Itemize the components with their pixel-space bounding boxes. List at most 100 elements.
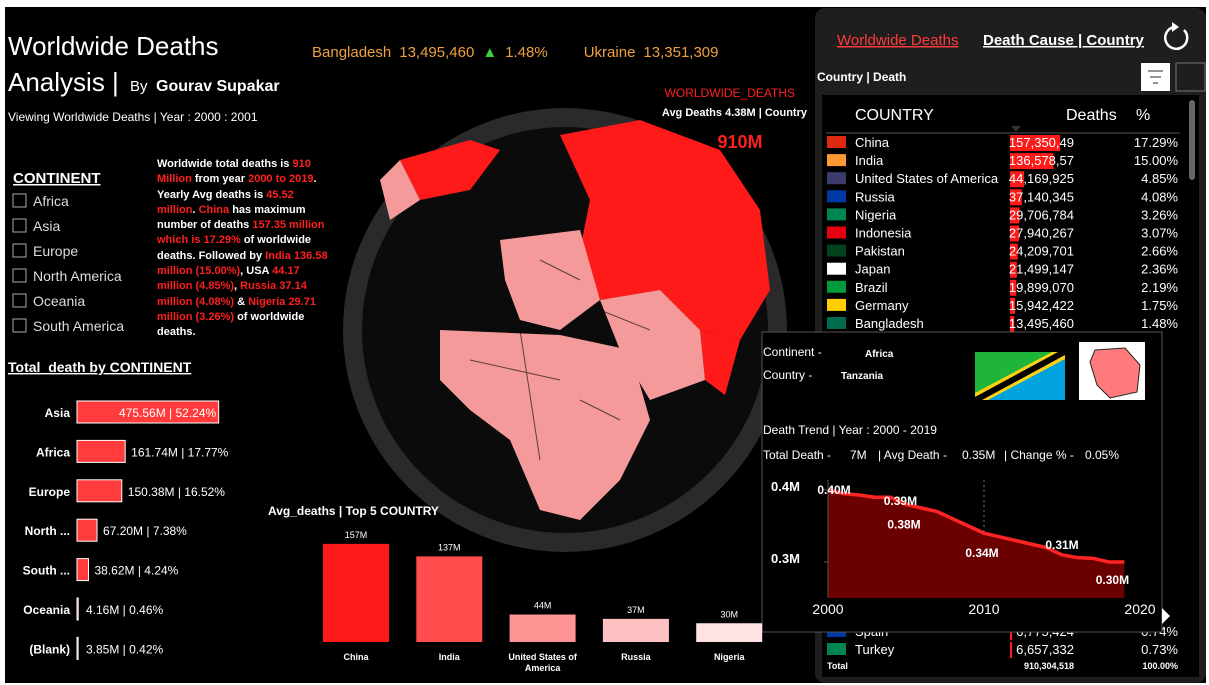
globe-map [343, 108, 787, 552]
bar [696, 623, 763, 642]
narrative-text: . [192, 203, 199, 216]
filter-option: South America [33, 318, 124, 334]
y-tick-label: 0.4M [771, 479, 800, 494]
bar [76, 479, 123, 503]
narrative-text: 157.35 million which is 17.29% [157, 219, 325, 247]
tab[interactable]: Death Cause | Country [983, 32, 1145, 49]
cell: Russia [855, 189, 896, 204]
data-bar [1010, 642, 1013, 658]
cell: 2.66% [1141, 244, 1178, 259]
data-bar [1010, 297, 1016, 314]
ticker-part: 1.48% [505, 44, 548, 61]
x-tick-label: Nigeria [714, 652, 746, 662]
bar [76, 400, 220, 424]
narrative-text: Russia 37.14 million (4.08%) [157, 280, 307, 308]
data-label: 0.40M [817, 483, 850, 497]
data-bar [1010, 261, 1017, 278]
bar [509, 614, 576, 642]
tooltip-label: Country - [763, 368, 812, 382]
checkbox[interactable] [12, 293, 27, 308]
checkbox[interactable] [12, 318, 27, 333]
cell: 1.48% [1141, 316, 1178, 331]
flag [827, 136, 846, 148]
data-label: 0.34M [965, 546, 998, 560]
narrative-text: . Yearly Avg deaths is [157, 173, 317, 201]
bar [76, 439, 126, 463]
chart-title: Death Trend | Year : 2000 - 2019 [763, 423, 937, 437]
x-tick-label: Russia [621, 652, 652, 662]
flag [827, 172, 846, 185]
data-label: 0.31M [1045, 538, 1078, 552]
data-label: 3.85M | 0.42% [86, 642, 163, 656]
total: Total [827, 661, 848, 671]
kpi-sub: Avg Deaths 4.38M | Country [662, 107, 808, 119]
tooltip-summary: 7M [850, 448, 867, 462]
x-tick-label: 2000 [812, 601, 843, 617]
data-bar [1010, 135, 1061, 151]
narrative-text: Worldwide total deaths is [157, 158, 293, 170]
tooltip-summary: 0.05% [1085, 448, 1119, 462]
kpi-label: WORLDWIDE_DEATHS [665, 86, 795, 100]
ticker-part: Ukraine [584, 44, 636, 61]
y-tick-label: (Blank) [29, 642, 70, 656]
cell: 29,706,784 [1009, 207, 1074, 222]
tab[interactable]: Worldwide Deaths [837, 32, 958, 49]
narrative-text: 45.52 million [157, 188, 294, 216]
scrollbar[interactable] [1189, 100, 1195, 180]
y-tick-label: South ... [23, 564, 70, 578]
y-tick-label: Asia [45, 406, 71, 420]
cell: Germany [855, 298, 909, 313]
data-label: 0.38M [887, 517, 920, 531]
cell: 3.26% [1141, 207, 1178, 222]
col-header: % [1136, 107, 1150, 124]
cell: 15.00% [1134, 153, 1179, 168]
data-bar [1010, 171, 1025, 188]
data-label: 44M [534, 601, 552, 611]
panel-subtitle: Country | Death [817, 70, 906, 84]
data-label: 150.38M | 16.52% [128, 485, 226, 499]
cell: 21,499,147 [1009, 262, 1074, 277]
data-label: 475.56M | 52.24% [119, 406, 217, 420]
col-header: Deaths [1066, 107, 1117, 124]
tooltip-summary: | Change % - [1004, 448, 1074, 462]
filter-option: Europe [33, 243, 78, 259]
data-label: 137M [438, 542, 461, 552]
bar [76, 518, 98, 542]
cell: 136,578,57 [1009, 153, 1074, 168]
checkbox[interactable] [12, 193, 27, 208]
narrative-text: & [234, 295, 249, 308]
cell: 44,169,925 [1009, 171, 1074, 186]
line [827, 488, 1125, 564]
narrative: Worldwide total deaths is 910 Million fr… [157, 157, 335, 341]
ticker-part: 13,495,460 [399, 44, 474, 61]
flag [827, 154, 846, 167]
cell: Bangladesh [855, 316, 924, 331]
cell: 2.19% [1141, 280, 1178, 295]
col-header: COUNTRY [855, 107, 934, 124]
narrative-text: has maximum number of deaths [157, 203, 306, 232]
focus-icon[interactable] [1175, 62, 1206, 92]
checkbox[interactable] [12, 268, 27, 283]
ticker-part: ▲ [482, 44, 497, 61]
data-label: 0.30M [1096, 573, 1129, 587]
chart-title: Avg_deaths | Top 5 COUNTRY [268, 504, 439, 518]
flag [827, 643, 846, 655]
cell: United States of America [855, 171, 999, 186]
checkbox[interactable] [12, 243, 27, 258]
author: Gourav Supakar [156, 78, 280, 95]
checkbox[interactable] [12, 218, 27, 233]
cell: Pakistan [855, 244, 905, 259]
narrative-text: of worldwide deaths. [157, 310, 305, 339]
flag [827, 262, 846, 275]
title: Analysis | [8, 67, 119, 97]
ticker-part: Bangladesh [312, 44, 391, 61]
y-tick-label: Europe [29, 485, 71, 499]
narrative-text: , USA [240, 265, 273, 278]
refresh-icon[interactable] [1164, 22, 1189, 51]
area [828, 490, 1125, 598]
flag [827, 317, 846, 329]
data-bar [1010, 243, 1018, 260]
data-label: 161.74M | 17.77% [131, 445, 229, 459]
flag [827, 208, 846, 221]
x-tick-label: United States of America [508, 652, 578, 673]
